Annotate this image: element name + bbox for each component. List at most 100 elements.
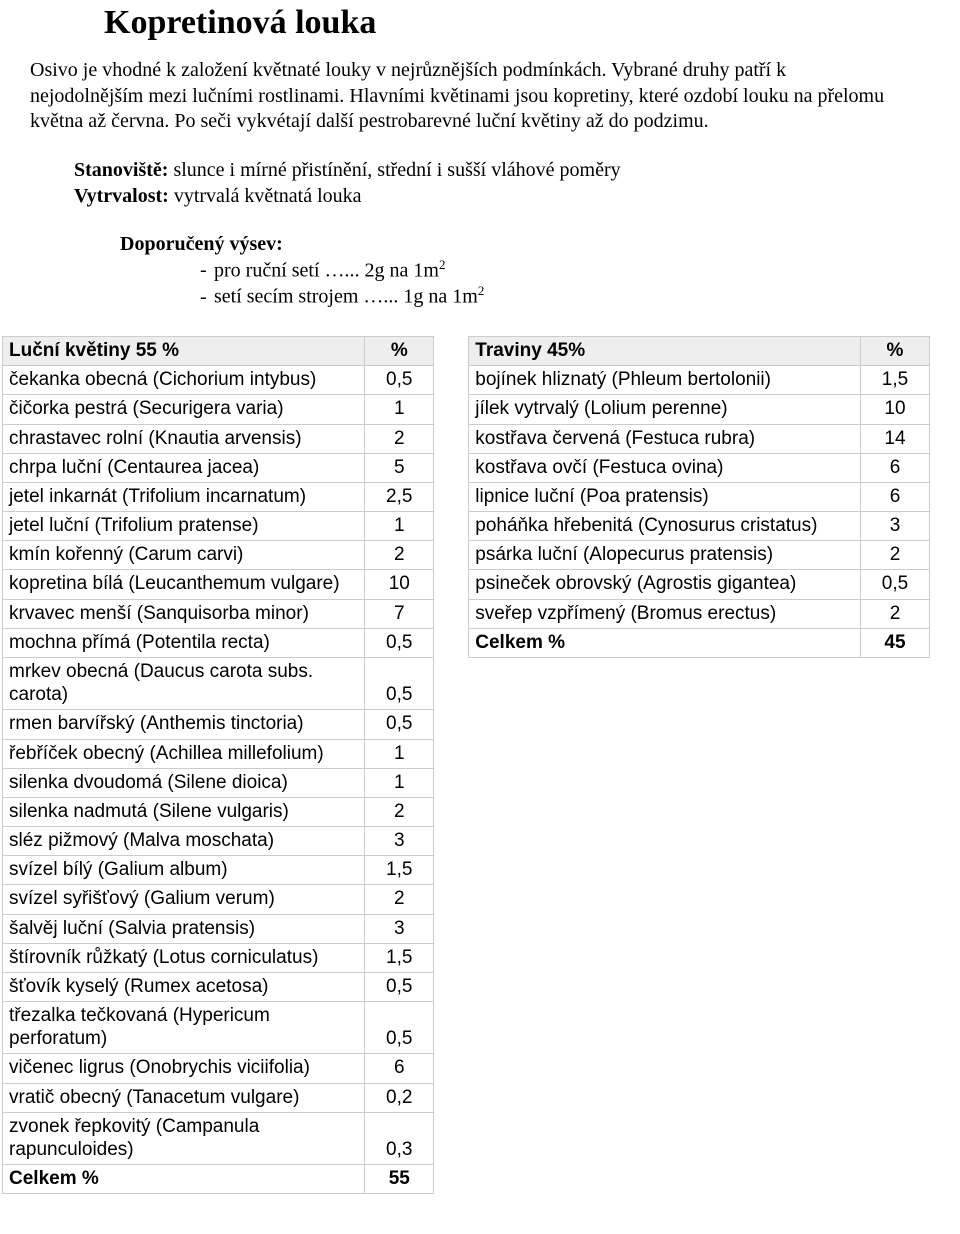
total-value: 55 bbox=[365, 1165, 434, 1194]
species-pct: 1,5 bbox=[365, 856, 434, 885]
habitat-label: Stanoviště: bbox=[74, 159, 168, 181]
table-row: krvavec menší (Sanquisorba minor)7 bbox=[3, 599, 434, 628]
species-name: mochna přímá (Potentila recta) bbox=[3, 628, 365, 657]
species-name: řebříček obecný (Achillea millefolium) bbox=[3, 739, 365, 768]
species-name: mrkev obecná (Daucus carota subs. carota… bbox=[3, 657, 365, 709]
species-name: zvonek řepkovitý (Campanula rapunculoide… bbox=[3, 1112, 365, 1164]
species-pct: 1,5 bbox=[365, 943, 434, 972]
species-pct: 1 bbox=[365, 395, 434, 424]
species-name: jílek vytrvalý (Lolium perenne) bbox=[469, 395, 861, 424]
table-header-row: Traviny 45% % bbox=[469, 337, 930, 366]
table-row: jetel luční (Trifolium pratense)1 bbox=[3, 512, 434, 541]
grasses-table: Traviny 45% % bojínek hliznatý (Phleum b… bbox=[468, 336, 930, 658]
intro-paragraph: Osivo je vhodné k založení květnaté louk… bbox=[30, 58, 902, 135]
table-row: mrkev obecná (Daucus carota subs. carota… bbox=[3, 657, 434, 709]
sowing-item: -setí secím strojem …... 1g na 1m2 bbox=[200, 283, 930, 310]
table-row: chrpa luční (Centaurea jacea)5 bbox=[3, 453, 434, 482]
table-row: čičorka pestrá (Securigera varia)1 bbox=[3, 395, 434, 424]
document-page: Kopretinová louka Osivo je vhodné k zalo… bbox=[0, 4, 960, 1234]
species-name: bojínek hliznatý (Phleum bertolonii) bbox=[469, 366, 861, 395]
habitat-value: slunce i mírné přistínění, střední i suš… bbox=[168, 159, 620, 181]
species-name: rmen barvířský (Anthemis tinctoria) bbox=[3, 710, 365, 739]
species-name: čekanka obecná (Cichorium intybus) bbox=[3, 366, 365, 395]
table-row: silenka dvoudomá (Silene dioica)1 bbox=[3, 768, 434, 797]
species-pct: 0,5 bbox=[365, 972, 434, 1001]
species-name: psárka luční (Alopecurus pratensis) bbox=[469, 541, 861, 570]
species-name: silenka dvoudomá (Silene dioica) bbox=[3, 768, 365, 797]
total-value: 45 bbox=[861, 628, 930, 657]
species-name: šalvěj luční (Salvia pratensis) bbox=[3, 914, 365, 943]
species-name: svízel syřišťový (Galium verum) bbox=[3, 885, 365, 914]
sowing-title: Doporučený výsev: bbox=[120, 231, 930, 257]
table-row: štírovník růžkatý (Lotus corniculatus)1,… bbox=[3, 943, 434, 972]
species-name: kopretina bílá (Leucanthemum vulgare) bbox=[3, 570, 365, 599]
species-pct: 1 bbox=[365, 768, 434, 797]
species-pct: 2 bbox=[861, 541, 930, 570]
species-name: lipnice luční (Poa pratensis) bbox=[469, 482, 861, 511]
species-name: vičenec ligrus (Onobrychis viciifolia) bbox=[3, 1054, 365, 1083]
species-pct: 1 bbox=[365, 512, 434, 541]
species-pct: 0,5 bbox=[365, 1002, 434, 1054]
sowing-item-text: setí secím strojem …... 1g na 1m bbox=[214, 286, 478, 308]
table-row: poháňka hřebenitá (Cynosurus cristatus)3 bbox=[469, 512, 930, 541]
species-pct: 2 bbox=[861, 599, 930, 628]
sowing-item: -pro ruční setí …... 2g na 1m2 bbox=[200, 257, 930, 284]
species-pct: 0,2 bbox=[365, 1083, 434, 1112]
table-row: řebříček obecný (Achillea millefolium)1 bbox=[3, 739, 434, 768]
species-pct: 2 bbox=[365, 424, 434, 453]
species-name: svízel bílý (Galium album) bbox=[3, 856, 365, 885]
durability-value: vytrvalá květnatá louka bbox=[169, 185, 362, 207]
species-name: psineček obrovský (Agrostis gigantea) bbox=[469, 570, 861, 599]
species-pct: 2 bbox=[365, 797, 434, 826]
species-pct: 2 bbox=[365, 541, 434, 570]
species-pct: 0,5 bbox=[365, 366, 434, 395]
meta-block: Stanoviště: slunce i mírné přistínění, s… bbox=[74, 157, 930, 310]
species-name: čičorka pestrá (Securigera varia) bbox=[3, 395, 365, 424]
species-pct: 2 bbox=[365, 885, 434, 914]
table-row: kostřava ovčí (Festuca ovina)6 bbox=[469, 453, 930, 482]
tables-container: Luční květiny 55 % % čekanka obecná (Cic… bbox=[2, 336, 930, 1194]
table-row: psineček obrovský (Agrostis gigantea)0,5 bbox=[469, 570, 930, 599]
durability-label: Vytrvalost: bbox=[74, 185, 169, 207]
table-row: vičenec ligrus (Onobrychis viciifolia)6 bbox=[3, 1054, 434, 1083]
species-name: poháňka hřebenitá (Cynosurus cristatus) bbox=[469, 512, 861, 541]
species-name: jetel inkarnát (Trifolium incarnatum) bbox=[3, 482, 365, 511]
grasses-header-pct: % bbox=[861, 337, 930, 366]
species-name: silenka nadmutá (Silene vulgaris) bbox=[3, 797, 365, 826]
species-pct: 1,5 bbox=[861, 366, 930, 395]
sowing-sup: 2 bbox=[478, 283, 485, 298]
species-name: šťovík kyselý (Rumex acetosa) bbox=[3, 972, 365, 1001]
species-pct: 5 bbox=[365, 453, 434, 482]
species-pct: 0,5 bbox=[365, 628, 434, 657]
species-pct: 6 bbox=[861, 482, 930, 511]
habitat-line: Stanoviště: slunce i mírné přistínění, s… bbox=[74, 157, 930, 183]
table-row: sléz pižmový (Malva moschata)3 bbox=[3, 827, 434, 856]
table-header-row: Luční květiny 55 % % bbox=[3, 337, 434, 366]
total-label: Celkem % bbox=[469, 628, 861, 657]
table-row: šalvěj luční (Salvia pratensis)3 bbox=[3, 914, 434, 943]
species-pct: 0,3 bbox=[365, 1112, 434, 1164]
page-title: Kopretinová louka bbox=[104, 4, 930, 42]
table-total-row: Celkem %45 bbox=[469, 628, 930, 657]
species-name: krvavec menší (Sanquisorba minor) bbox=[3, 599, 365, 628]
table-row: silenka nadmutá (Silene vulgaris)2 bbox=[3, 797, 434, 826]
table-row: bojínek hliznatý (Phleum bertolonii)1,5 bbox=[469, 366, 930, 395]
species-name: vratič obecný (Tanacetum vulgare) bbox=[3, 1083, 365, 1112]
species-pct: 14 bbox=[861, 424, 930, 453]
table-row: kmín kořenný (Carum carvi)2 bbox=[3, 541, 434, 570]
species-name: štírovník růžkatý (Lotus corniculatus) bbox=[3, 943, 365, 972]
species-pct: 0,5 bbox=[861, 570, 930, 599]
species-name: kostřava ovčí (Festuca ovina) bbox=[469, 453, 861, 482]
species-pct: 3 bbox=[365, 914, 434, 943]
sowing-item-text: pro ruční setí …... 2g na 1m bbox=[214, 259, 439, 281]
table-row: svízel syřišťový (Galium verum)2 bbox=[3, 885, 434, 914]
species-pct: 6 bbox=[365, 1054, 434, 1083]
species-name: chrastavec rolní (Knautia arvensis) bbox=[3, 424, 365, 453]
table-row: kostřava červená (Festuca rubra)14 bbox=[469, 424, 930, 453]
species-pct: 3 bbox=[365, 827, 434, 856]
sowing-list: -pro ruční setí …... 2g na 1m2 -setí sec… bbox=[200, 257, 930, 310]
sowing-sup: 2 bbox=[439, 257, 446, 272]
species-pct: 10 bbox=[365, 570, 434, 599]
table-row: mochna přímá (Potentila recta)0,5 bbox=[3, 628, 434, 657]
grasses-header-name: Traviny 45% bbox=[469, 337, 861, 366]
